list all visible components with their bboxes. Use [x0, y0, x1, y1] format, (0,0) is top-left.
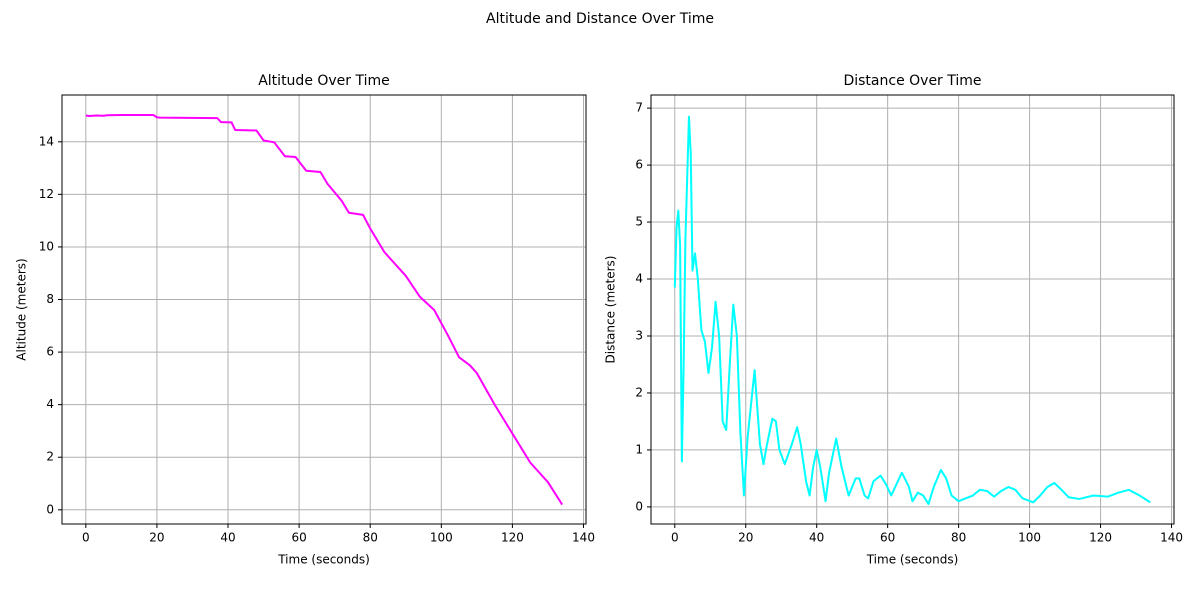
- x-tick-label: 40: [809, 531, 824, 545]
- y-tick-label: 6: [46, 345, 54, 359]
- y-tick-label: 3: [635, 328, 643, 342]
- x-tick-label: 120: [1089, 531, 1112, 545]
- y-tick-label: 2: [46, 450, 54, 464]
- y-tick-label: 8: [46, 292, 54, 306]
- chart-title: Altitude Over Time: [258, 73, 390, 89]
- x-tick-label: 60: [880, 531, 895, 545]
- x-axis-label: Time (seconds): [866, 553, 959, 567]
- x-tick-label: 120: [501, 531, 524, 545]
- y-tick-label: 10: [39, 239, 54, 253]
- x-tick-label: 80: [363, 531, 378, 545]
- x-tick-label: 60: [291, 531, 306, 545]
- y-tick-label: 7: [635, 101, 643, 115]
- y-tick-label: 4: [46, 397, 54, 411]
- y-tick-label: 12: [39, 187, 54, 201]
- y-axis-label: Distance (meters): [604, 256, 618, 364]
- chart-title: Distance Over Time: [843, 73, 981, 89]
- x-tick-label: 100: [1018, 531, 1041, 545]
- x-axis-label: Time (seconds): [277, 553, 370, 567]
- x-tick-label: 40: [220, 531, 235, 545]
- x-tick-label: 0: [82, 531, 90, 545]
- y-tick-label: 14: [39, 134, 54, 148]
- x-tick-label: 100: [430, 531, 453, 545]
- x-tick-label: 80: [951, 531, 966, 545]
- x-tick-label: 140: [1160, 531, 1183, 545]
- x-tick-label: 20: [149, 531, 164, 545]
- y-tick-label: 1: [635, 442, 643, 456]
- y-tick-label: 0: [46, 502, 54, 516]
- y-tick-label: 6: [635, 158, 643, 172]
- x-tick-label: 0: [671, 531, 679, 545]
- figure-title: Altitude and Distance Over Time: [486, 11, 714, 27]
- x-tick-label: 140: [572, 531, 595, 545]
- axes-frame: [650, 94, 1175, 525]
- y-tick-label: 4: [635, 272, 643, 286]
- data-line: [85, 113, 564, 506]
- y-tick-label: 0: [635, 499, 643, 513]
- data-line: [673, 115, 1151, 506]
- y-axis-label: Altitude (meters): [15, 258, 29, 360]
- x-tick-label: 20: [738, 531, 753, 545]
- y-tick-label: 2: [635, 385, 643, 399]
- y-tick-label: 5: [635, 215, 643, 229]
- axes-frame: [61, 94, 587, 525]
